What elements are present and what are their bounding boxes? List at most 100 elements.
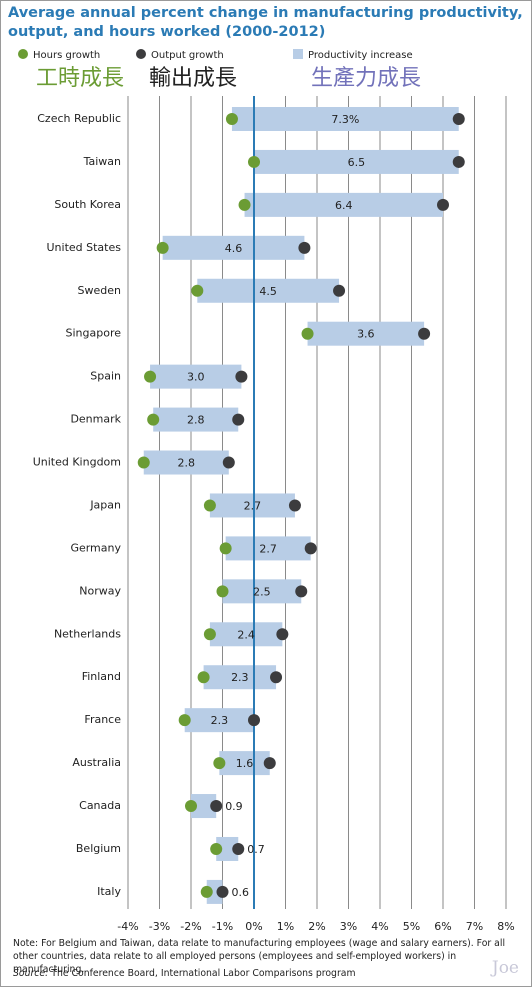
hours-dot [301, 327, 314, 340]
value-label: 3.6 [357, 328, 375, 341]
value-label: 4.5 [259, 285, 277, 298]
hours-dot [216, 585, 229, 598]
hours-dot [156, 241, 169, 254]
annotation: 輸出成長 [149, 66, 237, 91]
source-text: The Conference Board, International Labo… [51, 968, 356, 979]
output-dot [222, 456, 235, 469]
y-tick-label: Spain [90, 370, 121, 383]
value-label: 2.4 [237, 628, 255, 641]
x-tick-label: 1% [277, 920, 294, 933]
hours-dot [248, 155, 260, 168]
x-tick-label: -4% [117, 920, 138, 933]
output-dot [235, 370, 248, 383]
y-tick-label: United Kingdom [33, 456, 121, 469]
output-dot [276, 628, 289, 641]
output-dot [418, 327, 431, 340]
y-tick-label: Australia [72, 756, 121, 769]
value-label: 2.3 [211, 714, 229, 727]
productivity-bar [184, 708, 254, 733]
note: Note: For Belgium and Taiwan, data relat… [13, 938, 506, 975]
x-tick-label: 0% [245, 920, 262, 933]
output-dot [288, 499, 301, 512]
productivity-bar [153, 407, 239, 432]
hours-dot [147, 413, 160, 426]
y-tick-label: Norway [79, 584, 121, 597]
y-tick-label: Belgium [76, 842, 121, 855]
source: Source: The Conference Board, Internation… [13, 968, 356, 979]
value-label: 0.7 [247, 843, 265, 856]
productivity-bar [143, 450, 229, 475]
value-label: 2.8 [178, 457, 196, 470]
y-tick-label: Japan [89, 498, 121, 511]
hours-dot [197, 671, 210, 684]
value-label: 1.6 [236, 757, 254, 770]
output-dot [304, 542, 317, 555]
x-tick-label: 3% [340, 920, 357, 933]
y-tick-label: Czech Republic [37, 112, 121, 125]
y-tick-label: Finland [82, 670, 121, 683]
hours-dot [210, 842, 223, 855]
x-tick-label: 5% [403, 920, 420, 933]
output-dot [232, 413, 245, 426]
y-tick-label: Netherlands [54, 627, 121, 640]
output-dot [333, 284, 346, 297]
value-label: 2.3 [231, 671, 249, 684]
x-tick-label: -2% [180, 920, 201, 933]
value-label: 2.7 [244, 499, 262, 512]
hours-dot [213, 757, 226, 770]
productivity-bar [162, 235, 305, 260]
output-dot [210, 800, 223, 813]
x-tick-label: 6% [434, 920, 451, 933]
productivity-bar [197, 278, 340, 303]
productivity-bar [254, 149, 459, 174]
x-tick-label: 4% [371, 920, 388, 933]
hours-dot [137, 456, 150, 469]
value-label: 3.0 [187, 371, 205, 384]
hours-dot [225, 113, 238, 125]
output-dot [452, 155, 465, 168]
output-dot [295, 585, 308, 598]
output-dot [263, 757, 276, 770]
legend-swatch [293, 49, 303, 59]
y-tick-label: United States [47, 241, 122, 254]
hours-dot [203, 499, 216, 512]
y-tick-label: Germany [70, 541, 121, 554]
hours-dot [191, 284, 204, 297]
hours-dot [144, 370, 157, 383]
output-dot [437, 198, 449, 211]
value-label: 4.6 [225, 242, 243, 255]
y-tick-label: Sweden [78, 284, 121, 297]
legend-label: Output growth [151, 50, 224, 61]
value-label: 2.8 [187, 414, 205, 427]
output-dot [270, 671, 283, 684]
y-tick-label: Singapore [66, 327, 122, 340]
y-tick-label: Denmark [70, 413, 121, 426]
value-label: 2.7 [259, 542, 277, 555]
y-tick-label: Taiwan [83, 155, 121, 168]
legend-label: Hours growth [33, 50, 100, 61]
annotation: 生產力成長 [311, 66, 421, 91]
productivity-bar [219, 751, 270, 776]
productivity-bar [206, 879, 223, 904]
hours-dot [219, 542, 232, 555]
hours-dot [238, 198, 251, 211]
value-label: 6.4 [335, 199, 353, 212]
legend-swatch [18, 49, 28, 59]
productivity-bar [231, 107, 459, 131]
hours-dot [185, 800, 197, 813]
output-dot [298, 241, 311, 254]
value-label: 0.9 [225, 800, 243, 813]
watermark: Joe [491, 958, 519, 978]
value-label: 6.5 [348, 156, 366, 169]
productivity-bar [203, 665, 277, 690]
source-label: Source: [13, 968, 49, 979]
productivity-bar [216, 836, 239, 861]
productivity-bar [150, 364, 242, 389]
y-tick-label: Italy [97, 885, 121, 898]
value-label: 2.5 [253, 585, 271, 598]
chart-title: Average annual percent change in manufac… [8, 5, 523, 40]
hours-dot [178, 714, 191, 727]
legend-label: Productivity increase [308, 50, 413, 61]
